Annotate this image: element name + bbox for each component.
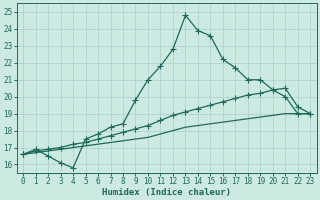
X-axis label: Humidex (Indice chaleur): Humidex (Indice chaleur): [102, 188, 231, 197]
